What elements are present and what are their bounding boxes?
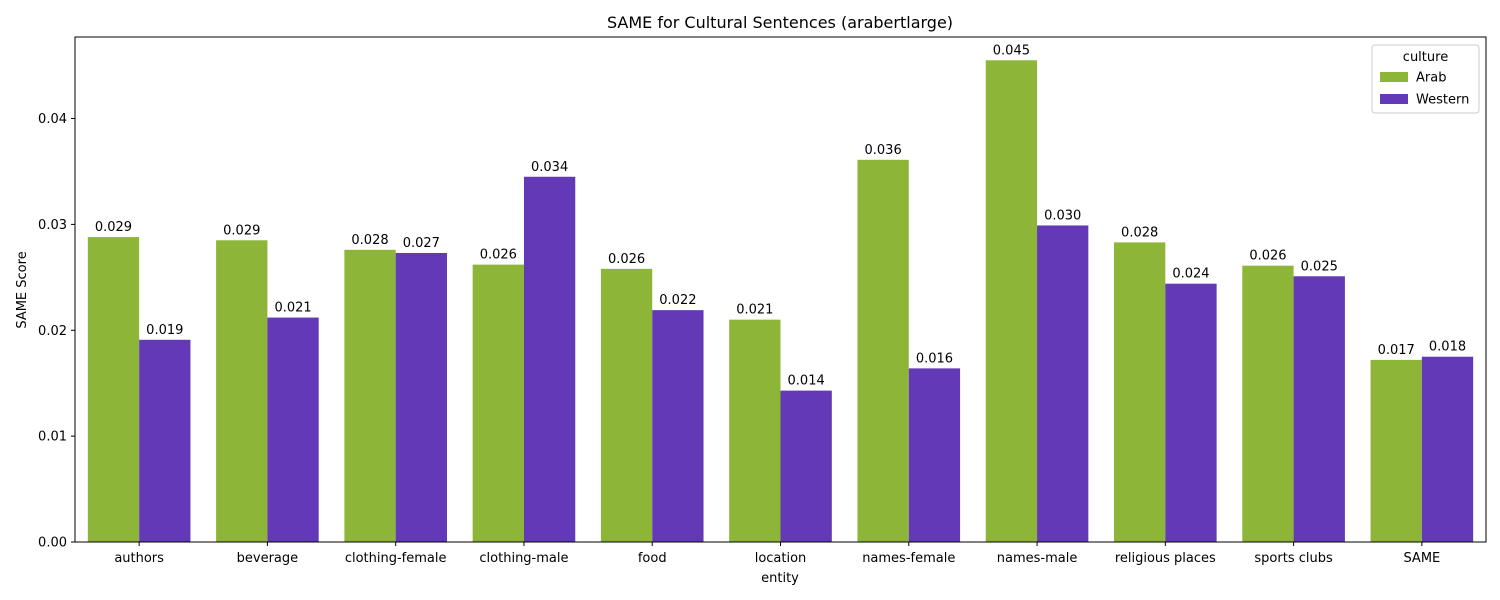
data-label: 0.018 xyxy=(1429,340,1466,355)
legend-swatch-arab xyxy=(1380,72,1408,82)
data-label: 0.029 xyxy=(95,220,132,235)
data-label: 0.026 xyxy=(480,248,517,263)
x-tick-label: clothing-male xyxy=(479,551,568,566)
bar-arab xyxy=(1114,242,1166,542)
data-label: 0.017 xyxy=(1378,343,1415,358)
bar-western xyxy=(652,310,704,542)
x-tick-label: names-female xyxy=(862,551,955,566)
bar-western xyxy=(1165,283,1217,542)
bar-western xyxy=(1293,276,1345,542)
y-tick-label: 0.01 xyxy=(38,430,67,445)
data-label: 0.021 xyxy=(736,303,773,318)
x-tick-label: clothing-female xyxy=(345,551,447,566)
bar-arab xyxy=(857,159,909,542)
chart-title: SAME for Cultural Sentences (arabertlarg… xyxy=(607,13,953,32)
x-tick-label: food xyxy=(638,551,667,566)
data-label: 0.030 xyxy=(1044,208,1081,223)
data-label: 0.016 xyxy=(916,351,953,366)
x-axis-label: entity xyxy=(761,571,799,586)
bar-western xyxy=(1037,225,1089,542)
data-label: 0.022 xyxy=(659,293,696,308)
bar-arab xyxy=(472,264,524,542)
legend: culture Arab Western xyxy=(1371,44,1480,114)
bar-arab xyxy=(985,60,1038,542)
legend-label-western: Western xyxy=(1416,93,1469,108)
data-label: 0.027 xyxy=(403,236,440,251)
data-label: 0.026 xyxy=(608,252,645,267)
x-tick-label: religious places xyxy=(1115,551,1216,566)
bar-western xyxy=(908,368,961,542)
legend-label-arab: Arab xyxy=(1416,71,1446,86)
data-label: 0.034 xyxy=(531,160,568,175)
data-label: 0.045 xyxy=(993,43,1030,58)
data-label: 0.024 xyxy=(1172,267,1209,282)
legend-title: culture xyxy=(1403,50,1448,65)
y-tick-label: 0.00 xyxy=(38,536,67,551)
data-label: 0.028 xyxy=(351,233,388,248)
x-tick-label: names-male xyxy=(997,551,1078,566)
data-label: 0.036 xyxy=(865,143,902,158)
bar-arab xyxy=(1242,265,1294,542)
plot-area: 0.029 0.029 0.028 0.026 0.026 0.021 0.036 0.045… xyxy=(38,36,1487,566)
x-tick-label: authors xyxy=(114,551,164,566)
data-label: 0.026 xyxy=(1249,249,1286,264)
data-label: 0.014 xyxy=(788,374,825,389)
data-label: 0.019 xyxy=(146,323,183,338)
bar-arab xyxy=(729,319,781,542)
x-tick-label: sports clubs xyxy=(1254,551,1333,566)
bar-western xyxy=(1421,356,1474,542)
x-tick-label: beverage xyxy=(237,551,299,566)
y-tick-label: 0.03 xyxy=(38,218,67,233)
bar-arab xyxy=(87,237,140,542)
bar-arab xyxy=(600,268,653,542)
data-label: 0.028 xyxy=(1121,225,1158,240)
bar-arab xyxy=(216,240,268,542)
bar-western xyxy=(267,317,319,542)
bar-western xyxy=(395,252,447,542)
y-tick-label: 0.04 xyxy=(38,112,67,127)
bar-western xyxy=(139,339,191,542)
legend-swatch-western xyxy=(1380,94,1408,104)
bar-arab xyxy=(344,249,396,543)
data-label: 0.029 xyxy=(223,223,260,238)
x-tick-label: SAME xyxy=(1403,551,1440,566)
bar-western xyxy=(780,390,832,542)
y-axis-label: SAME Score xyxy=(15,251,30,328)
data-label: 0.025 xyxy=(1301,259,1338,274)
data-label: 0.021 xyxy=(274,301,311,316)
bar-western xyxy=(523,176,576,542)
x-tick-label: location xyxy=(755,551,807,566)
bar-arab xyxy=(1370,359,1422,542)
y-tick-label: 0.02 xyxy=(38,324,67,339)
